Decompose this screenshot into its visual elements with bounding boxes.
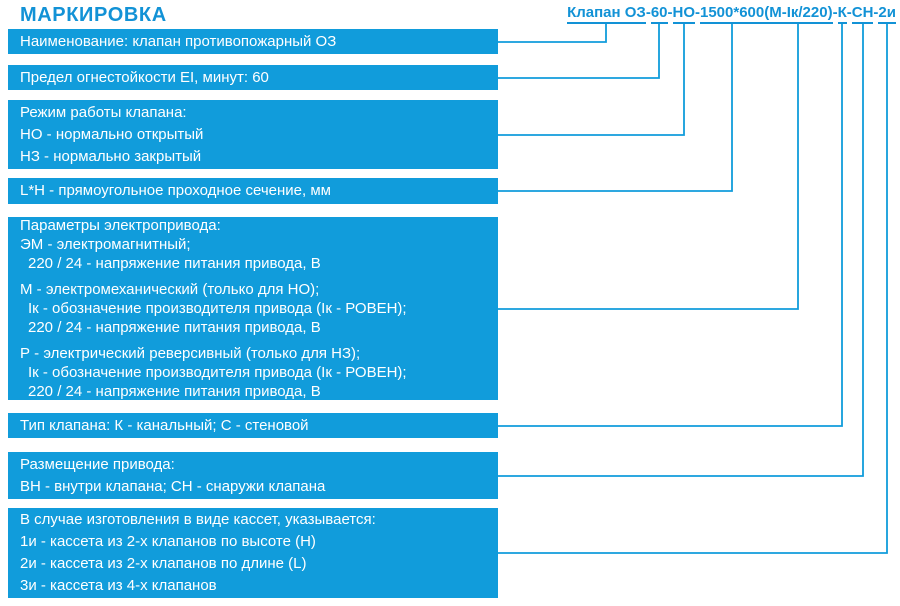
box-line: Iк - обозначение производителя привода (…: [28, 364, 407, 381]
box-actuator-placement: Размещение привода: ВН - внутри клапана; …: [8, 452, 498, 499]
box-line: Размещение привода:: [20, 455, 175, 473]
box-actuator-params: Параметры электропривода: ЭМ - электромаг…: [8, 217, 498, 400]
box-text-group: L*H - прямоугольное проходное сечение, м…: [20, 180, 492, 202]
box-line: 220 / 24 - напряжение питания привода, В: [28, 319, 321, 336]
box-line: 3и - кассета из 4-х клапанов: [20, 577, 217, 594]
code-separator: -: [832, 4, 838, 21]
box-line: 220 / 24 - напряжение питания привода, В: [28, 383, 321, 400]
code-segment-ei: 60: [650, 4, 668, 24]
box-line: ЭМ - электромагнитный;: [20, 236, 191, 253]
connector-line-fire-resistance: [497, 24, 660, 79]
connector-line-cross-section: [497, 24, 733, 192]
box-line: L*H - прямоугольное проходное сечение, м…: [20, 182, 331, 199]
connector-line-name: [497, 24, 607, 43]
code-segment-actuator: (М-Iк/220): [764, 4, 833, 24]
box-name: Наименование: клапан противопожарный ОЗ: [8, 29, 498, 54]
box-line: Параметры электропривода:: [20, 217, 221, 234]
code-separator: -: [846, 4, 852, 21]
box-text-group: Параметры электропривода: ЭМ - электромаг…: [20, 216, 492, 273]
connector-line-cassette-options: [497, 24, 888, 554]
box-text-group: Тип клапана: К - канальный; С - стеновой: [20, 415, 492, 437]
code-separator: -: [667, 4, 673, 21]
code-segment-placement: СН: [851, 4, 874, 24]
connector-line-actuator-placement: [497, 24, 864, 477]
box-operating-mode: Режим работы клапана: НО - нормально откр…: [8, 100, 498, 169]
box-line: ВН - внутри клапана; СН - снаружи клапан…: [20, 477, 326, 495]
box-line: В случае изготовления в виде кассет, ука…: [20, 511, 376, 528]
box-line: Iк - обозначение производителя привода (…: [28, 300, 407, 317]
box-line: Р - электрический реверсивный (только дл…: [20, 345, 361, 362]
box-line: М - электромеханический (только для НО);: [20, 281, 320, 298]
box-text-group: Предел огнестойкости EI, минут: 60: [20, 67, 492, 89]
box-line: Режим работы клапана:: [20, 103, 187, 121]
box-cassette-options: В случае изготовления в виде кассет, ука…: [8, 508, 498, 598]
box-text-group: М - электромеханический (только для НО);…: [20, 280, 492, 337]
box-text-group: В случае изготовления в виде кассет, ука…: [20, 509, 492, 597]
box-line: 1и - кассета из 2-х клапанов по высоте (…: [20, 533, 316, 550]
box-line: Тип клапана: К - канальный; С - стеновой: [20, 416, 309, 434]
box-line: НЗ - нормально закрытый: [20, 147, 202, 165]
box-line: Предел огнестойкости EI, минут: 60: [20, 68, 269, 86]
code-segment-product: Клапан ОЗ: [567, 4, 646, 24]
page-title: МАРКИРОВКА: [20, 4, 167, 26]
code-separator: -: [695, 4, 700, 21]
box-valve-type: Тип клапана: К - канальный; С - стеновой: [8, 413, 498, 438]
box-line: 2и - кассета из 2-х клапанов по длине (L…: [20, 555, 307, 572]
box-text-group: Режим работы клапана: НО - нормально откр…: [20, 102, 492, 168]
connector-line-valve-type: [497, 24, 843, 427]
box-text-group: Наименование: клапан противопожарный ОЗ: [20, 31, 492, 53]
code-segment-type: К: [837, 4, 847, 24]
connector-line-operating-mode: [497, 24, 685, 136]
code-separator: -: [645, 4, 651, 21]
code-segment-mode: НО: [672, 4, 695, 24]
box-line: Наименование: клапан противопожарный ОЗ: [20, 32, 337, 50]
box-fire-resistance: Предел огнестойкости EI, минут: 60: [8, 65, 498, 90]
box-line: 220 / 24 - напряжение питания привода, В: [28, 255, 321, 272]
box-line: НО - нормально открытый: [20, 125, 204, 143]
marking-code: Клапан ОЗ-60-НО-1500*600(М-Iк/220)-К-СН-…: [567, 4, 896, 24]
connector-line-actuator-params: [497, 24, 799, 310]
box-text-group: Р - электрический реверсивный (только дл…: [20, 344, 492, 401]
code-segment-dimensions: 1500*600: [700, 4, 765, 24]
box-cross-section: L*H - прямоугольное проходное сечение, м…: [8, 178, 498, 204]
code-segment-cassette: 2и: [878, 4, 896, 24]
code-separator: -: [873, 4, 879, 21]
box-text-group: Размещение привода: ВН - внутри клапана; …: [20, 454, 492, 498]
